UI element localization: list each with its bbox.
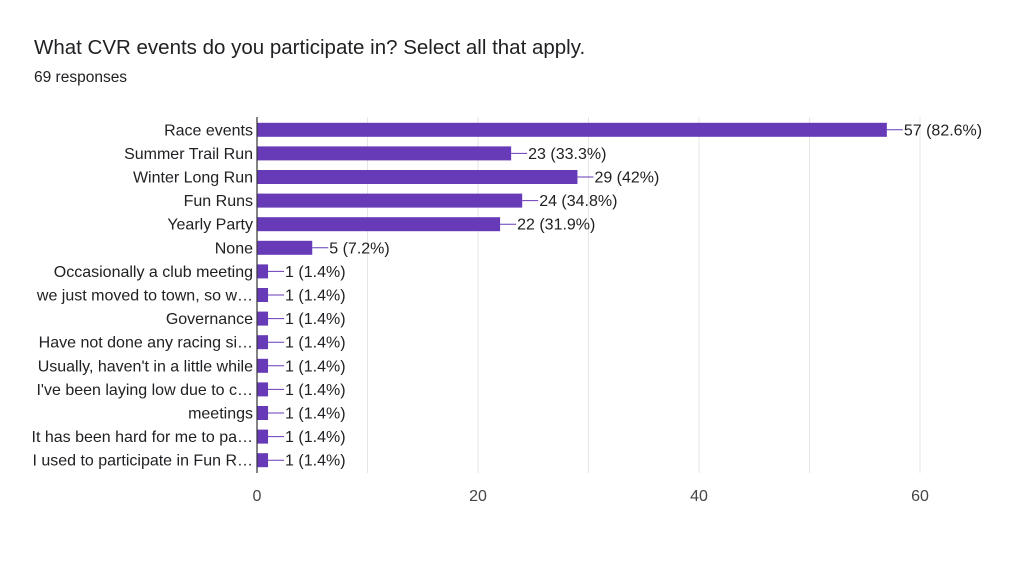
category-label: It has been hard for me to pa… [32,429,253,446]
chart-title: What CVR events do you participate in? S… [34,36,586,59]
bar [257,240,313,255]
category-label: I used to participate in Fun R… [32,453,253,470]
bar [257,170,578,184]
data-label: 1 (1.4%) [285,288,345,305]
x-tick-label: 60 [911,488,929,505]
category-label: Have not done any racing si… [39,335,253,352]
data-label: 1 (1.4%) [285,453,345,470]
category-label: Race events [164,122,253,139]
bar [257,288,269,302]
category-label: None [215,240,253,257]
bar [257,146,512,161]
bar [257,122,887,137]
data-label: 1 (1.4%) [285,429,345,446]
bar [257,382,269,397]
data-label: 1 (1.4%) [285,382,345,399]
bar [257,429,269,444]
category-label: Yearly Party [167,217,253,234]
category-label: Occasionally a club meeting [54,264,253,281]
category-label: Governance [166,311,253,328]
bar [257,217,501,232]
data-label: 29 (42%) [594,170,659,187]
data-label: 22 (31.9%) [517,217,595,234]
category-label: Winter Long Run [133,170,253,187]
data-label: 1 (1.4%) [285,264,345,281]
data-label: 57 (82.6%) [904,122,982,139]
response-count: 69 responses [34,69,128,86]
data-label: 1 (1.4%) [285,311,345,328]
category-label: we just moved to town, so w… [36,288,253,305]
x-tick-label: 40 [690,488,708,505]
data-label: 1 (1.4%) [285,358,345,375]
data-label: 1 (1.4%) [285,335,345,352]
bar [257,264,269,279]
data-label: 23 (33.3%) [528,146,606,163]
category-label: Fun Runs [184,193,253,210]
data-label: 1 (1.4%) [285,406,345,423]
bar [257,453,269,468]
category-label: I've been laying low due to c… [36,382,253,399]
category-label: Usually, haven't in a little while [38,358,253,375]
bar [257,358,269,373]
category-label: meetings [188,406,253,423]
data-label: 5 (7.2%) [329,240,389,257]
data-label: 24 (34.8%) [539,193,617,210]
bar [257,406,269,420]
category-label: Summer Trail Run [124,146,253,163]
x-tick-label: 20 [469,488,487,505]
bar [257,311,269,326]
bar [257,335,269,350]
bar [257,193,523,208]
x-tick-label: 0 [253,488,262,505]
